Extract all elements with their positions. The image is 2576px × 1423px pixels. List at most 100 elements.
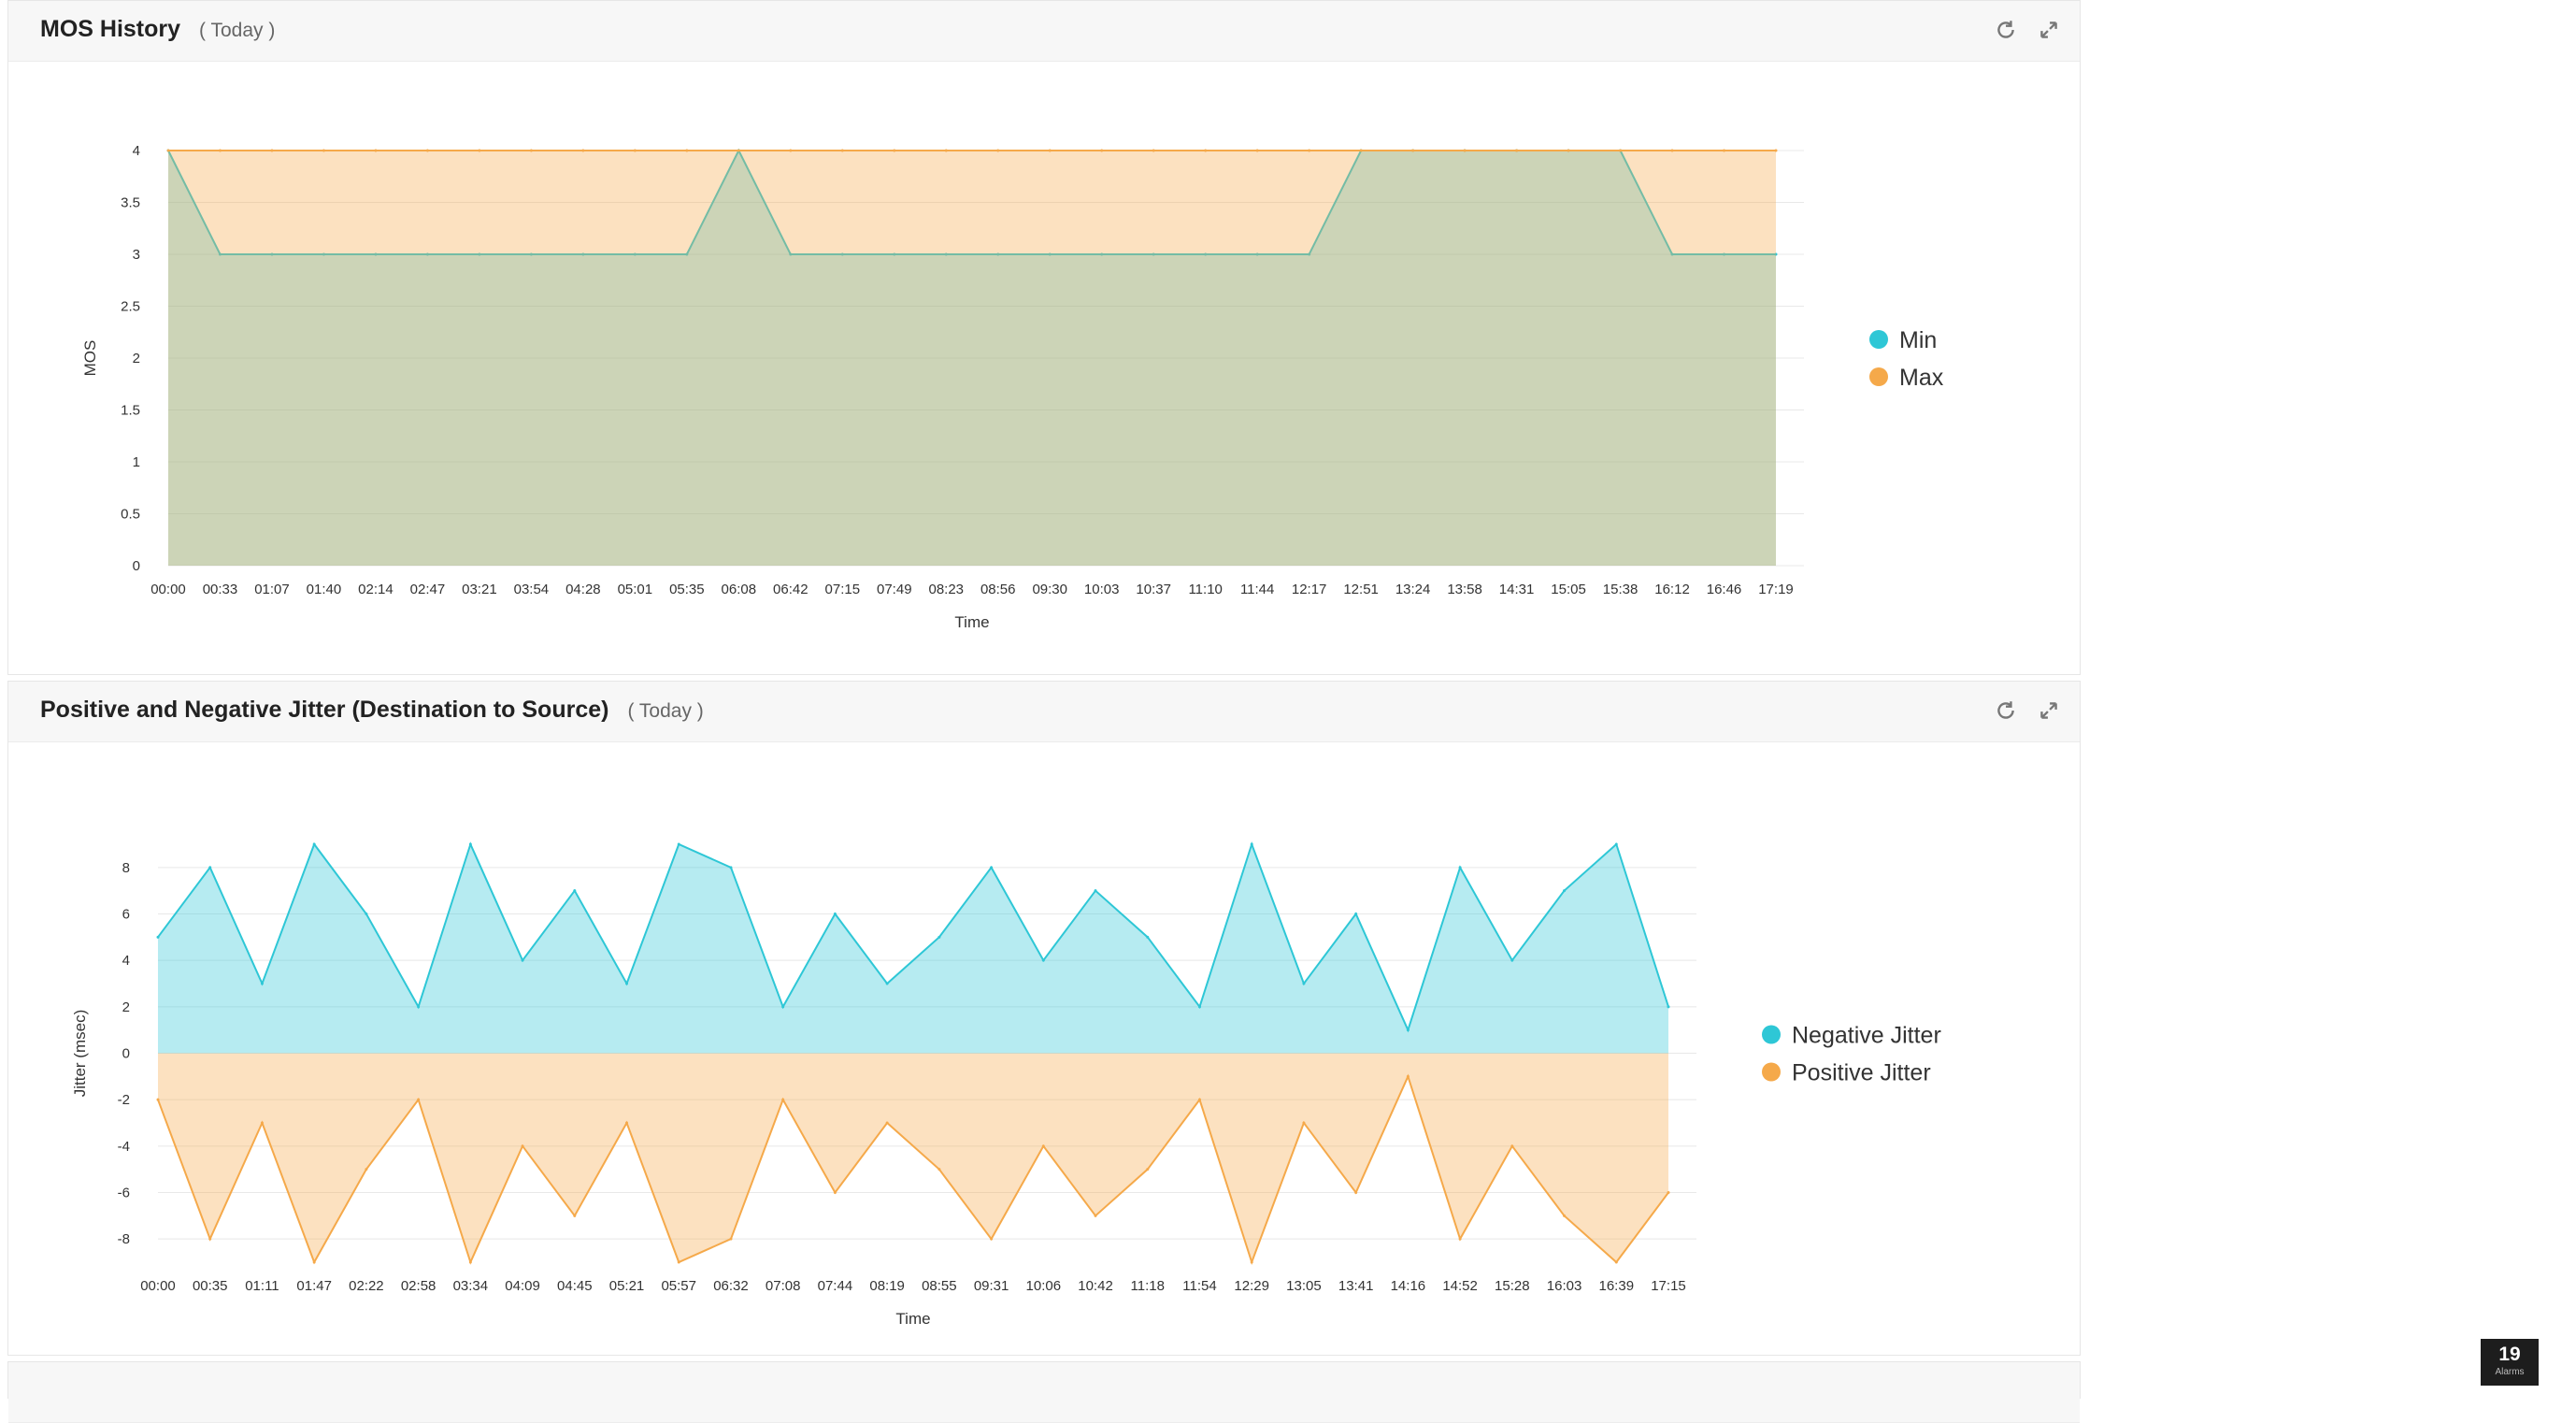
x-tick-label: 01:40	[307, 582, 342, 597]
data-point	[1146, 935, 1150, 939]
x-tick-label: 16:12	[1654, 582, 1690, 597]
y-tick-label: 2.5	[121, 299, 140, 315]
data-point	[468, 842, 472, 846]
data-point	[1411, 149, 1415, 152]
x-tick-label: 00:00	[140, 1278, 176, 1294]
data-point	[937, 935, 941, 939]
x-tick-label: 02:58	[401, 1278, 436, 1294]
data-point	[374, 252, 378, 256]
x-tick-label: 02:22	[349, 1278, 384, 1294]
x-tick-label: 04:45	[557, 1278, 593, 1294]
y-tick-label: 2	[122, 999, 130, 1015]
alarms-badge[interactable]: 19 Alarms	[2481, 1339, 2539, 1386]
refresh-icon[interactable]	[1994, 698, 2018, 723]
alarms-count: 19	[2498, 1344, 2521, 1365]
data-point	[996, 252, 1000, 256]
data-point	[789, 252, 793, 256]
y-tick-label: -6	[118, 1186, 130, 1201]
data-point	[633, 252, 637, 256]
data-point	[1255, 252, 1259, 256]
data-point	[1094, 889, 1097, 893]
x-tick-label: 12:51	[1343, 582, 1379, 597]
data-point	[365, 1168, 368, 1171]
legend-marker	[1762, 1062, 1781, 1082]
data-point	[1146, 1168, 1150, 1171]
mos-history-panel: MOS History( Today ) 0 0.5 1 1.5 2 2.5 3 3.5 4 00…	[7, 0, 2081, 675]
data-point	[1670, 149, 1674, 152]
panel-range: ( Today )	[627, 700, 704, 722]
jitter-panel: Positive and Negative Jitter (Destinatio…	[7, 681, 2081, 1356]
data-point	[1152, 149, 1155, 152]
x-tick-label: 00:33	[203, 582, 238, 597]
series-area	[158, 1053, 1668, 1262]
data-point	[990, 1237, 994, 1241]
data-point	[885, 1121, 889, 1125]
x-tick-label: 06:42	[773, 582, 809, 597]
data-point	[529, 149, 533, 152]
data-point	[781, 1098, 785, 1101]
x-tick-label: 04:28	[565, 582, 601, 597]
x-tick-label: 05:35	[669, 582, 705, 597]
refresh-icon[interactable]	[1994, 18, 2018, 42]
data-point	[573, 1214, 577, 1217]
data-point	[1250, 1260, 1253, 1264]
data-point	[1619, 149, 1623, 152]
data-point	[1302, 982, 1306, 985]
y-tick-label: 0.5	[121, 507, 140, 523]
data-point	[1308, 252, 1311, 256]
panel-header: MOS History( Today )	[8, 1, 2080, 62]
data-point	[166, 149, 170, 152]
legend-label: Positive Jitter	[1792, 1060, 1931, 1086]
y-tick-label: 1.5	[121, 403, 140, 419]
y-tick-label: -2	[118, 1092, 130, 1108]
data-point	[1458, 1237, 1462, 1241]
data-point	[1204, 149, 1208, 152]
legend-marker	[1869, 367, 1888, 386]
data-point	[633, 149, 637, 152]
y-tick-label: -8	[118, 1231, 130, 1247]
data-point	[1359, 149, 1363, 152]
data-point	[677, 842, 680, 846]
data-point	[840, 252, 844, 256]
jitter-chart: -8 -6 -4 -2 0 2 4 6 8 00:00 00:35 01:11 01:47 02:22 02…	[71, 841, 1941, 1328]
data-point	[1723, 252, 1726, 256]
data-point	[521, 958, 524, 962]
data-point	[996, 149, 1000, 152]
y-tick-label: 0	[122, 1046, 130, 1062]
panel-range: ( Today )	[199, 20, 276, 41]
x-tick-label: 06:32	[713, 1278, 749, 1294]
x-tick-label: 08:55	[922, 1278, 957, 1294]
x-tick-label: 15:05	[1551, 582, 1586, 597]
data-point	[1048, 149, 1052, 152]
legend-label: Min	[1899, 327, 1937, 353]
data-point	[218, 252, 222, 256]
data-point	[1667, 1005, 1670, 1009]
data-point	[1354, 913, 1358, 915]
y-tick-label: 3	[133, 247, 140, 263]
data-point	[478, 149, 481, 152]
data-point	[374, 149, 378, 152]
x-tick-label: 03:34	[453, 1278, 489, 1294]
data-point	[729, 1237, 733, 1241]
x-tick-label: 11:54	[1182, 1278, 1216, 1294]
y-tick-label: 4	[133, 143, 140, 159]
data-point	[1567, 149, 1570, 152]
expand-icon[interactable]	[2037, 698, 2061, 723]
expand-icon[interactable]	[2037, 18, 2061, 42]
data-point	[1255, 149, 1259, 152]
data-point	[529, 252, 533, 256]
y-tick-label: 2	[133, 351, 140, 367]
data-point	[1458, 866, 1462, 870]
y-tick-label: 4	[122, 953, 130, 969]
data-point	[893, 149, 896, 152]
data-point	[1094, 1214, 1097, 1217]
x-tick-label: 14:31	[1499, 582, 1535, 597]
data-point	[1406, 1074, 1410, 1078]
data-point	[737, 149, 740, 152]
y-tick-label: -4	[118, 1139, 130, 1155]
x-tick-label: 16:39	[1599, 1278, 1635, 1294]
data-point	[1152, 252, 1155, 256]
x-tick-label: 13:41	[1338, 1278, 1374, 1294]
data-point	[1510, 1144, 1514, 1148]
data-point	[944, 149, 948, 152]
